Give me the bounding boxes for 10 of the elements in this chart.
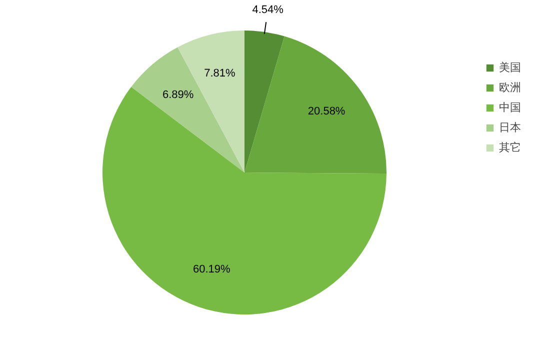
data-label: 60.19% bbox=[192, 263, 230, 276]
legend-label: 欧洲 bbox=[499, 80, 521, 95]
data-label: 6.89% bbox=[162, 88, 194, 101]
legend-label: 日本 bbox=[499, 120, 521, 135]
legend-label: 美国 bbox=[499, 60, 521, 75]
legend-label: 中国 bbox=[499, 100, 521, 115]
legend-label: 其它 bbox=[499, 140, 521, 155]
data-label: 20.58% bbox=[308, 106, 346, 118]
data-label: 4.54% bbox=[252, 4, 284, 16]
data-label: 7.81% bbox=[204, 67, 236, 80]
